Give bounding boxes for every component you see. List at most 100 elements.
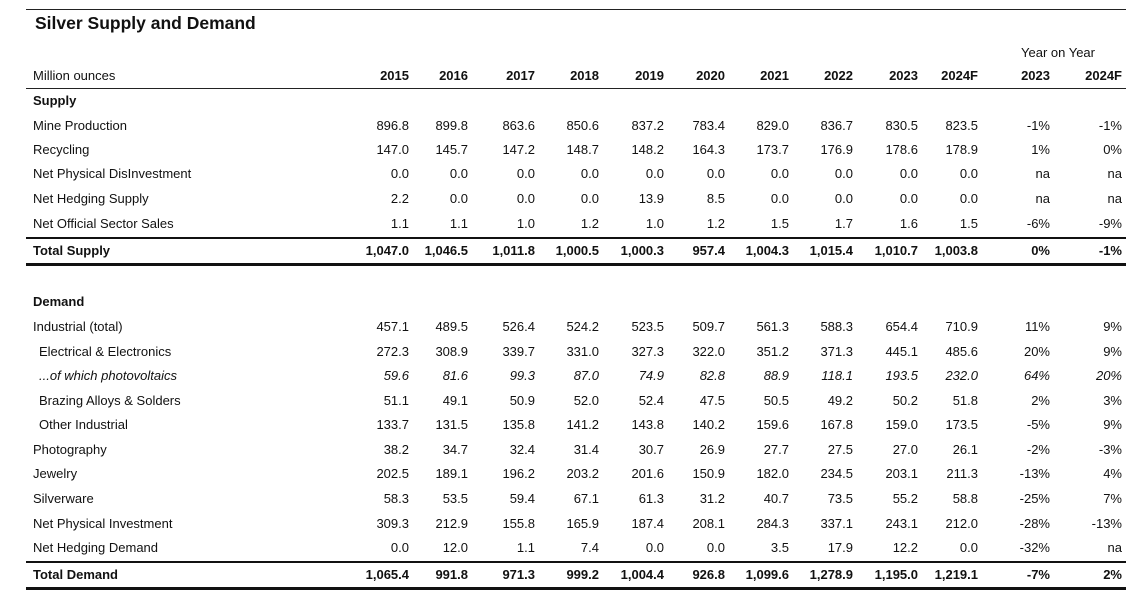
table-row: Mine Production 896.8 899.8 863.6 850.6 837.2… xyxy=(26,114,1126,138)
value-cell: 1,000.5 xyxy=(555,243,599,258)
value-cell: 7.4 xyxy=(580,540,599,555)
value-cell: 991.8 xyxy=(435,567,468,582)
value-cell: 0.0 xyxy=(959,166,978,181)
value-cell: 148.7 xyxy=(566,142,599,157)
value-cell: 836.7 xyxy=(820,118,853,133)
value-cell: 74.9 xyxy=(638,368,664,383)
value-cell: 211.3 xyxy=(946,466,978,481)
value-cell: 148.2 xyxy=(631,142,664,157)
yoy-cell: -2% xyxy=(1026,442,1050,457)
value-cell: 34.7 xyxy=(442,442,468,457)
value-cell: 339.7 xyxy=(502,344,535,359)
value-cell: 173.7 xyxy=(756,142,789,157)
yoy-cell: 20% xyxy=(1023,344,1050,359)
value-cell: 147.0 xyxy=(376,142,409,157)
value-cell: 53.5 xyxy=(442,491,468,506)
value-cell: 1,046.5 xyxy=(424,243,468,258)
value-cell: 0.0 xyxy=(899,166,918,181)
table-row: Net Hedging Supply 2.2 0.0 0.0 0.0 13.9 8.5 0.0… xyxy=(26,187,1126,211)
value-cell: 337.1 xyxy=(820,516,853,531)
value-cell: 8.5 xyxy=(706,191,725,206)
table-row: Net Physical Investment 309.3 212.9 155.8 16… xyxy=(26,512,1126,536)
supply-section-label: Supply xyxy=(26,89,1126,113)
yoy-cell: -9% xyxy=(1098,216,1122,231)
value-cell: 0.0 xyxy=(645,540,664,555)
value-cell: 509.7 xyxy=(692,319,725,334)
value-cell: 67.1 xyxy=(573,491,599,506)
value-cell: 61.3 xyxy=(638,491,664,506)
row-label: Brazing Alloys & Solders xyxy=(39,393,181,408)
value-cell: 1.1 xyxy=(449,216,468,231)
value-cell: 32.4 xyxy=(509,442,535,457)
value-cell: 50.5 xyxy=(763,393,789,408)
table-row: Net Hedging Demand 0.0 12.0 1.1 7.4 0.0 0.0 3.5… xyxy=(26,536,1126,560)
value-cell: 189.1 xyxy=(435,466,468,481)
value-cell: 485.6 xyxy=(945,344,978,359)
value-cell: 38.2 xyxy=(383,442,409,457)
value-cell: 182.0 xyxy=(756,466,789,481)
value-cell: 145.7 xyxy=(435,142,468,157)
value-cell: 178.9 xyxy=(945,142,978,157)
value-cell: 308.9 xyxy=(435,344,468,359)
value-cell: 331.0 xyxy=(566,344,599,359)
value-cell: 896.8 xyxy=(376,118,409,133)
value-cell: 88.9 xyxy=(763,368,789,383)
value-cell: 971.3 xyxy=(502,567,535,582)
column-header-row: Million ounces 2015 2016 2017 2018 2019 2020 20… xyxy=(26,64,1126,89)
row-label: Photography xyxy=(33,442,107,457)
yoy-cell: 9% xyxy=(1103,417,1122,432)
row-label: Electrical & Electronics xyxy=(39,344,172,359)
row-label: Total Supply xyxy=(33,243,111,258)
value-cell: 1.5 xyxy=(770,216,789,231)
value-cell: 830.5 xyxy=(885,118,918,133)
value-cell: 55.2 xyxy=(892,491,918,506)
value-cell: 327.3 xyxy=(631,344,664,359)
value-cell: 118.1 xyxy=(821,368,853,383)
row-label: ...of which photovoltaics xyxy=(39,368,178,383)
value-cell: 0.0 xyxy=(645,166,664,181)
value-cell: 0.0 xyxy=(834,166,853,181)
value-cell: 165.9 xyxy=(566,516,599,531)
value-cell: 999.2 xyxy=(566,567,599,582)
value-cell: 159.6 xyxy=(756,417,789,432)
yoy-cell: -7% xyxy=(1026,567,1050,582)
value-cell: 445.1 xyxy=(885,344,918,359)
value-cell: 1,065.4 xyxy=(365,567,409,582)
value-cell: 850.6 xyxy=(566,118,599,133)
row-label: Supply xyxy=(33,93,77,108)
value-cell: 0.0 xyxy=(899,191,918,206)
value-cell: 27.5 xyxy=(827,442,853,457)
value-cell: 3.5 xyxy=(770,540,789,555)
value-cell: 40.7 xyxy=(763,491,789,506)
value-cell: 0.0 xyxy=(959,191,978,206)
yoy-cell: na xyxy=(1107,540,1122,555)
yoy-cell: 64% xyxy=(1023,368,1050,383)
value-cell: 561.3 xyxy=(756,319,789,334)
value-cell: 899.8 xyxy=(435,118,468,133)
value-cell: 1,099.6 xyxy=(745,567,789,582)
value-cell: 82.8 xyxy=(699,368,725,383)
value-cell: 178.6 xyxy=(885,142,918,157)
value-cell: 99.3 xyxy=(509,368,535,383)
value-cell: 12.0 xyxy=(442,540,468,555)
value-cell: 30.7 xyxy=(638,442,664,457)
row-label: Demand xyxy=(33,294,85,309)
yoy-cell: -5% xyxy=(1026,417,1050,432)
value-cell: 164.3 xyxy=(692,142,725,157)
value-cell: 823.5 xyxy=(945,118,978,133)
total-supply-bottom-rule xyxy=(26,263,1126,266)
yoy-cell: -3% xyxy=(1098,442,1122,457)
value-cell: 176.9 xyxy=(820,142,853,157)
row-label: Net Hedging Supply xyxy=(33,191,149,206)
value-cell: 12.2 xyxy=(892,540,918,555)
row-label: Silverware xyxy=(33,491,94,506)
row-label: Net Official Sector Sales xyxy=(33,216,174,231)
value-cell: 2019 xyxy=(635,68,664,83)
value-cell: 26.9 xyxy=(699,442,725,457)
yoy-cell: 0% xyxy=(1031,243,1050,258)
value-cell: 51.8 xyxy=(952,393,978,408)
value-cell: 1,047.0 xyxy=(365,243,409,258)
value-cell: 17.9 xyxy=(827,540,853,555)
row-label: Recycling xyxy=(33,142,90,157)
yoy-cell: na xyxy=(1107,191,1122,206)
